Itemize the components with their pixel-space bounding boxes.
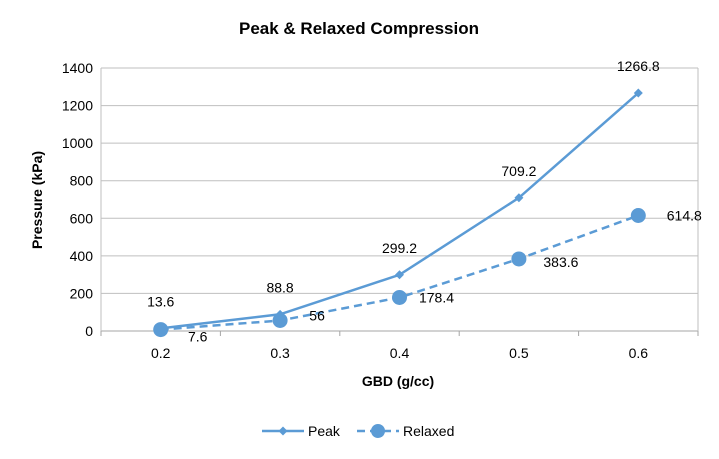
y-tick-label: 1000 (62, 135, 93, 151)
y-tick-labels: 0 200 400 600 800 1000 1200 1400 (62, 60, 93, 339)
data-label-relaxed: 56 (309, 307, 325, 323)
data-point-relaxed (511, 251, 527, 267)
x-tick-label: 0.5 (509, 345, 529, 361)
gridlines (100, 67, 699, 336)
series-markers (153, 88, 646, 338)
y-tick-label: 800 (70, 173, 94, 189)
legend-label-peak: Peak (308, 423, 341, 439)
data-label-peak: 13.6 (147, 293, 174, 309)
y-tick-label: 1200 (62, 98, 93, 114)
data-label-relaxed: 178.4 (419, 289, 454, 305)
x-tick-label: 0.4 (390, 345, 410, 361)
data-point-peak (395, 270, 404, 280)
data-point-relaxed (630, 208, 646, 224)
y-tick-label: 200 (70, 285, 94, 301)
data-label-relaxed: 614.8 (667, 208, 702, 224)
x-tick-label: 0.3 (270, 345, 290, 361)
data-point-relaxed (392, 289, 407, 305)
data-label-peak: 299.2 (382, 240, 417, 256)
data-point-peak (633, 88, 643, 98)
data-label-relaxed: 383.6 (543, 254, 578, 270)
x-tick-labels: 0.2 0.3 0.4 0.5 0.6 (151, 345, 648, 361)
data-labels: 13.6 88.8 299.2 709.2 1266.8 7.6 56 178.4 383.6 6… (147, 58, 702, 345)
legend-marker-relaxed (371, 424, 385, 438)
x-tick-label: 0.6 (629, 345, 649, 361)
y-tick-label: 400 (70, 248, 94, 264)
data-label-relaxed: 7.6 (188, 329, 208, 345)
data-point-relaxed (153, 322, 169, 338)
y-axis-title: Pressure (kPa) (29, 151, 45, 249)
legend-label-relaxed: Relaxed (403, 423, 454, 439)
chart-title: Peak & Relaxed Compression (239, 19, 479, 38)
data-point-peak (514, 193, 524, 203)
data-label-peak: 1266.8 (617, 58, 660, 74)
x-axis-title: GBD (g/cc) (362, 373, 434, 389)
y-tick-label: 1400 (62, 60, 93, 76)
y-tick-label: 600 (70, 210, 94, 226)
data-label-peak: 88.8 (266, 279, 293, 295)
legend: Peak Relaxed (262, 423, 454, 439)
y-tick-label: 0 (85, 323, 93, 339)
data-point-relaxed (272, 312, 288, 328)
data-label-peak: 709.2 (501, 163, 536, 179)
legend-marker-peak (278, 426, 288, 436)
x-tick-label: 0.2 (151, 345, 171, 361)
